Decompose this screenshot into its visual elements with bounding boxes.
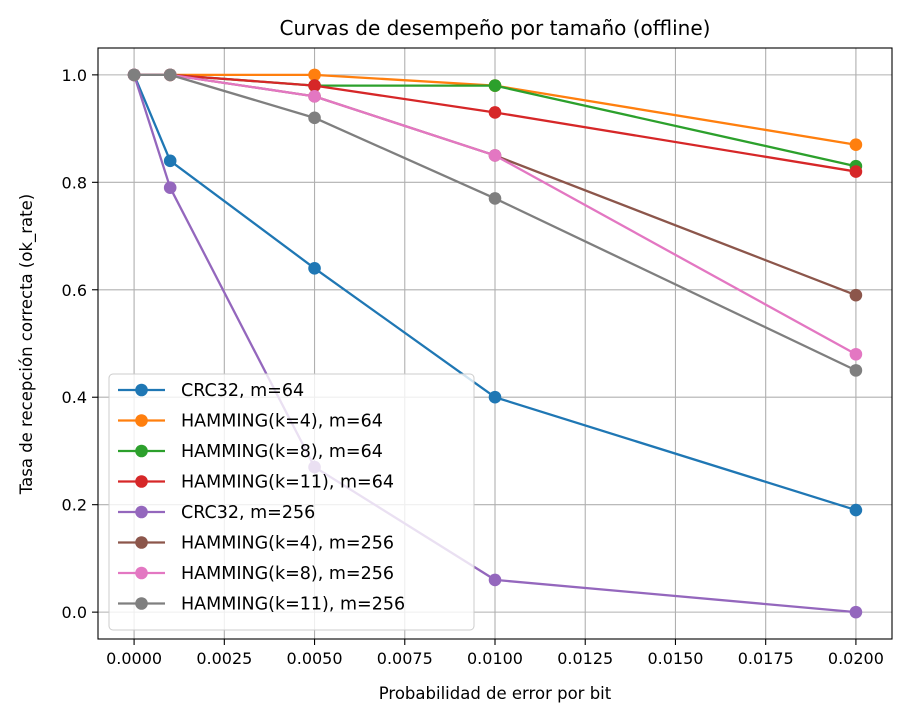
x-tick-label: 0.0175 — [738, 649, 794, 668]
legend-marker — [135, 597, 148, 610]
y-axis-title: Tasa de recepción correcta (ok_rate) — [17, 194, 37, 495]
x-tick-label: 0.0000 — [106, 649, 162, 668]
data-point — [488, 192, 502, 205]
legend-marker — [135, 444, 148, 458]
x-tick-label: 0.0100 — [467, 649, 523, 668]
data-point — [849, 165, 863, 178]
data-point — [163, 154, 177, 168]
data-point — [488, 390, 502, 404]
legend-item: HAMMING(k=11), m=64 — [118, 473, 394, 493]
chart-title: Curvas de desempeño por tamaño (offline) — [280, 16, 711, 40]
data-point — [849, 138, 863, 152]
data-point — [488, 79, 502, 92]
data-point — [127, 68, 141, 82]
y-tick-label: 0.8 — [62, 173, 87, 192]
series-group — [127, 68, 863, 619]
data-point — [308, 79, 321, 92]
x-axis-title: Probabilidad de error por bit — [379, 684, 612, 703]
legend-label: CRC32, m=64 — [181, 381, 304, 401]
legend: CRC32, m=64 HAMMING(k=4), m=64 HAMMING(k=8… — [108, 373, 475, 631]
legend-label: HAMMING(k=8), m=64 — [181, 442, 383, 462]
data-point — [849, 364, 863, 377]
legend-marker — [135, 566, 148, 580]
data-point — [163, 181, 177, 194]
x-tick-label: 0.0075 — [377, 649, 433, 668]
legend-item: HAMMING(k=11), m=256 — [118, 595, 405, 615]
legend-item: CRC32, m=64 — [118, 381, 304, 401]
data-point — [308, 90, 321, 103]
legend-item: HAMMING(k=8), m=64 — [118, 442, 383, 462]
y-tick-label: 0.4 — [62, 388, 87, 407]
data-point — [849, 288, 863, 302]
data-point — [849, 605, 863, 619]
data-point — [308, 261, 321, 275]
legend-label: HAMMING(k=11), m=256 — [181, 595, 405, 615]
y-tick-label: 0.0 — [62, 603, 87, 622]
legend-box — [108, 373, 475, 631]
legend-item: HAMMING(k=8), m=256 — [118, 564, 394, 584]
x-tick-label: 0.0200 — [828, 649, 884, 668]
axis-ticks: 0.0000 0.0025 0.0050 0.0075 0.0100 0.0125 0.01… — [62, 66, 884, 668]
legend-marker — [135, 414, 148, 427]
legend-label: HAMMING(k=8), m=256 — [181, 564, 394, 584]
legend-marker — [135, 536, 148, 549]
data-point — [488, 106, 502, 119]
x-tick-label: 0.0150 — [647, 649, 703, 668]
data-point — [488, 573, 502, 587]
legend-item: CRC32, m=256 — [118, 503, 315, 523]
y-tick-label: 1.0 — [62, 66, 87, 85]
legend-item: HAMMING(k=4), m=256 — [118, 534, 394, 554]
legend-label: HAMMING(k=4), m=256 — [181, 534, 394, 554]
series-8 — [127, 68, 863, 377]
data-point — [163, 68, 177, 82]
data-point — [849, 347, 863, 361]
y-tick-label: 0.2 — [62, 496, 87, 515]
legend-label: HAMMING(k=11), m=64 — [181, 473, 394, 493]
data-point — [308, 111, 321, 125]
y-tick-label: 0.6 — [62, 281, 87, 300]
x-tick-label: 0.0025 — [196, 649, 252, 668]
legend-marker — [135, 475, 148, 488]
legend-marker — [135, 505, 148, 519]
x-tick-label: 0.0125 — [557, 649, 613, 668]
data-point — [849, 503, 863, 517]
data-point — [488, 149, 502, 162]
legend-label: CRC32, m=256 — [181, 503, 315, 523]
data-point — [308, 68, 321, 82]
legend-label: HAMMING(k=4), m=64 — [181, 412, 383, 432]
legend-item: HAMMING(k=4), m=64 — [118, 412, 383, 432]
x-tick-label: 0.0050 — [287, 649, 343, 668]
legend-marker — [135, 383, 148, 397]
